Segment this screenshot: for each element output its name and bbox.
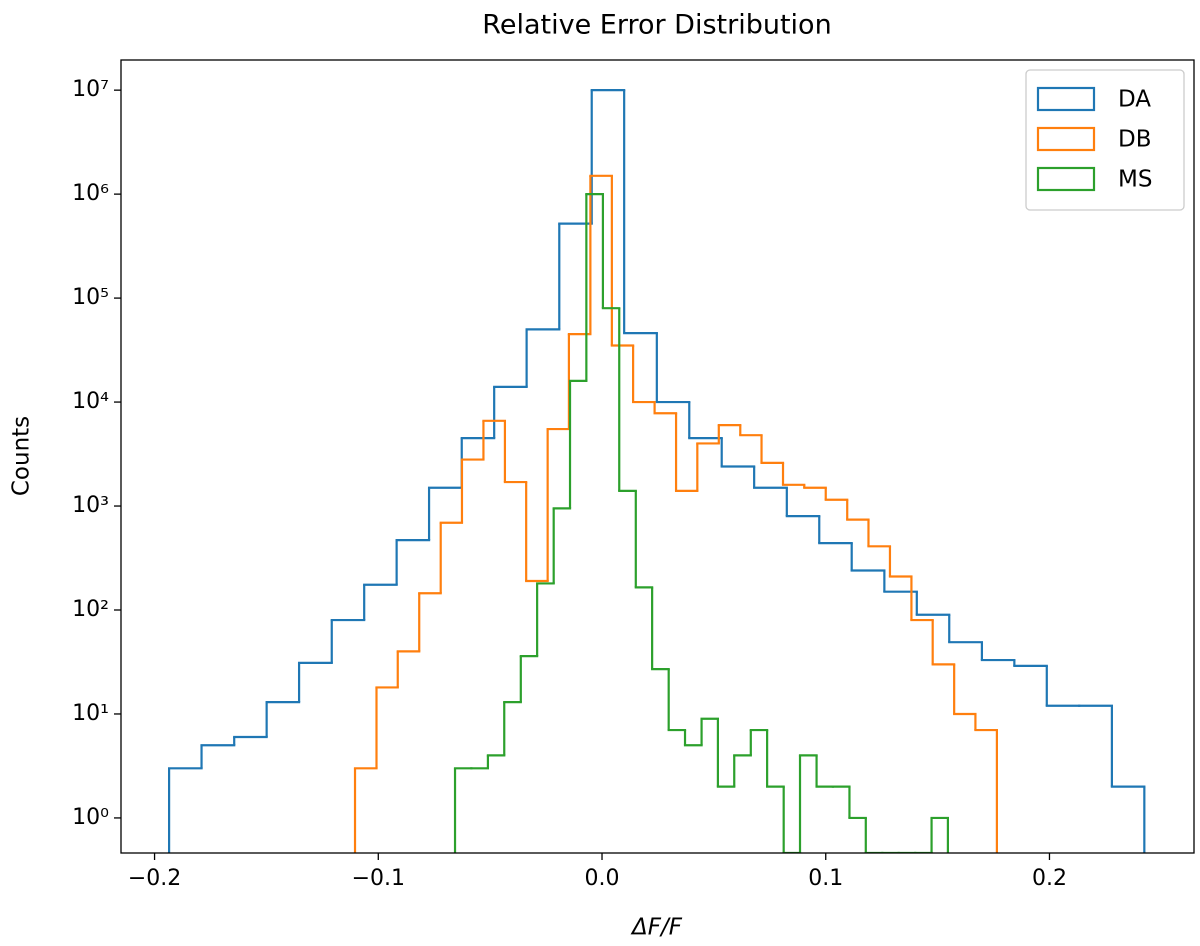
- y-tick-label: 10⁵: [72, 285, 109, 310]
- step-riser: [353, 175, 998, 853]
- legend-label: MS: [1118, 167, 1152, 193]
- legend-swatch: [1036, 166, 1096, 192]
- y-tick-label: 10⁶: [72, 181, 109, 206]
- x-tick-label: −0.2: [128, 866, 181, 891]
- x-tick-label: 0.2: [1032, 866, 1067, 891]
- x-tick-label: 0.1: [808, 866, 843, 891]
- y-tick-label: 10¹: [72, 701, 109, 726]
- x-tick-label: −0.1: [352, 866, 405, 891]
- y-tick-label: 10³: [72, 493, 109, 518]
- step-riser: [168, 90, 1146, 853]
- legend-box: [1025, 69, 1185, 211]
- legend-label: DA: [1118, 87, 1151, 113]
- chart-title: Relative Error Distribution: [482, 10, 831, 41]
- y-tick-label: 10⁰: [72, 805, 109, 830]
- y-tick-label: 10⁴: [72, 389, 109, 414]
- plot-frame: [120, 59, 1195, 854]
- legend-swatch: [1036, 126, 1096, 152]
- plot-area: [168, 89, 1146, 853]
- legend-swatch: [1036, 86, 1096, 112]
- legend-label: DB: [1118, 127, 1152, 153]
- y-axis-label: Counts: [9, 416, 35, 496]
- x-axis-label: ΔF/F: [630, 915, 683, 941]
- x-tick-label: 0.0: [585, 866, 620, 891]
- y-tick-label: 10²: [72, 597, 109, 622]
- y-tick-label: 10⁷: [72, 77, 109, 102]
- step-riser: [453, 194, 949, 853]
